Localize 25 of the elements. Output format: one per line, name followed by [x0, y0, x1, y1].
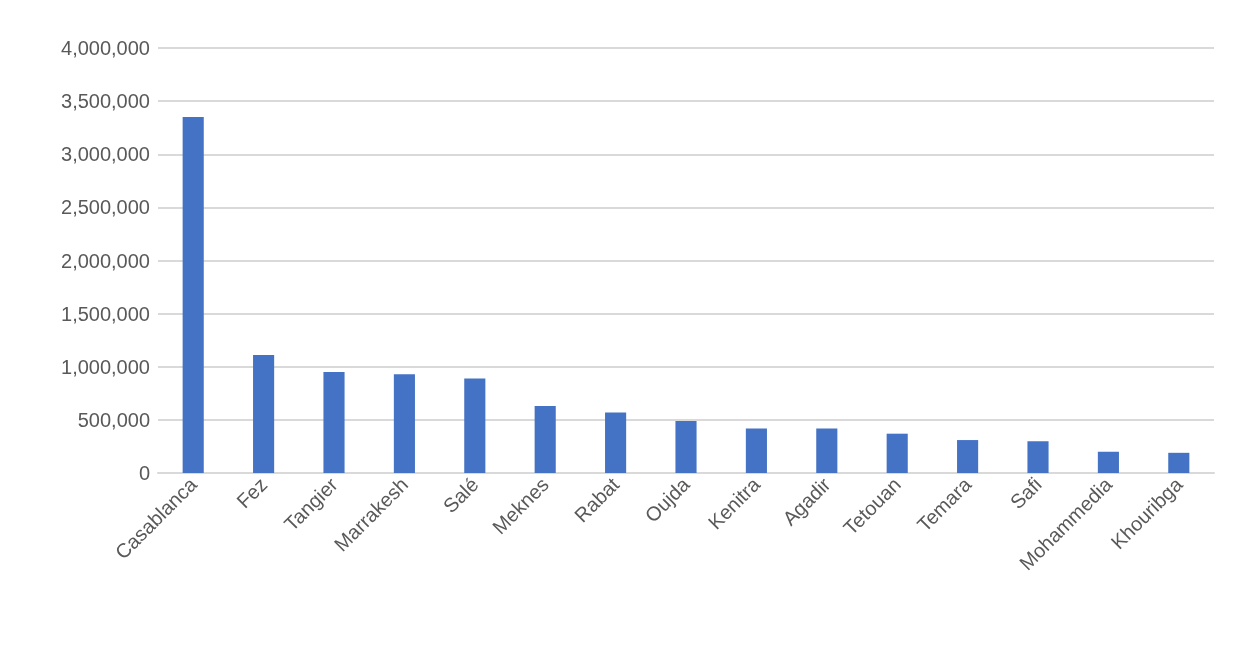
bar — [393, 374, 415, 473]
bar — [323, 372, 345, 473]
bar — [675, 420, 697, 473]
bar — [816, 428, 838, 473]
bar — [253, 355, 275, 473]
y-tick-label: 4,000,000 — [61, 37, 150, 59]
y-tick-label: 3,000,000 — [61, 143, 150, 166]
y-tick-label: 2,500,000 — [61, 196, 150, 219]
bar — [1097, 451, 1119, 473]
y-tick-label: 1,000,000 — [61, 355, 150, 378]
y-tick-label: 1,500,000 — [61, 302, 150, 325]
bar — [464, 378, 486, 473]
bar — [745, 428, 767, 473]
bar — [957, 440, 979, 473]
bar — [886, 433, 908, 473]
bar — [1027, 441, 1049, 473]
y-tick-label: 0 — [138, 462, 150, 484]
x-tick-label: Fez — [232, 473, 272, 513]
bar — [605, 412, 627, 473]
bar — [534, 406, 556, 473]
y-tick-label: 3,500,000 — [61, 90, 150, 113]
bar — [1168, 452, 1190, 473]
y-tick-label: 2,000,000 — [61, 249, 150, 272]
y-tick-label: 500,000 — [77, 408, 150, 431]
bar — [182, 117, 204, 473]
